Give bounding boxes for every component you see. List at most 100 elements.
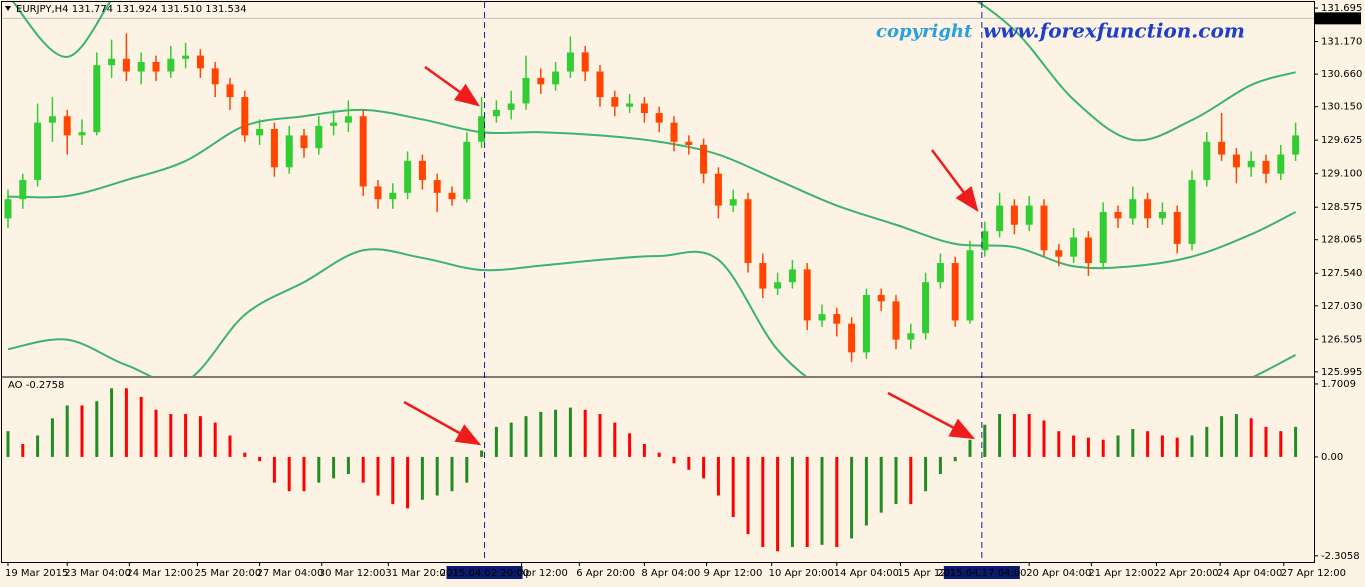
candle-body	[1173, 211, 1181, 244]
candle-body	[1203, 141, 1211, 181]
candle-body	[729, 199, 737, 206]
ao-bar	[1205, 426, 1209, 457]
ao-bar	[864, 456, 868, 526]
ao-bar	[1086, 437, 1090, 457]
ao-bar	[583, 409, 587, 457]
ao-bar	[509, 422, 513, 457]
ao-bar	[420, 456, 424, 500]
y-tick-label: 130.150	[1321, 102, 1362, 113]
ao-bar	[243, 452, 247, 457]
ao-bar	[494, 426, 498, 457]
ao-bar	[1175, 437, 1179, 457]
ao-bar	[228, 435, 232, 457]
ao-bar	[480, 450, 484, 457]
ao-bar	[1190, 435, 1194, 457]
x-tick-label: 8 Apr 04:00	[641, 568, 700, 579]
ao-bar	[968, 439, 972, 457]
x-tick-label: 10 Apr 20:00	[769, 568, 834, 579]
marker-tag	[943, 566, 1020, 579]
candle-body	[966, 250, 974, 321]
ao-bar	[435, 456, 439, 496]
ao-bar	[154, 409, 158, 457]
candle-body	[226, 84, 234, 98]
band-line	[7, 248, 1297, 376]
candle-body	[448, 192, 456, 200]
y-tick-label: 0.00	[1321, 452, 1343, 463]
marker-tag	[446, 566, 523, 579]
ao-bar	[835, 456, 839, 547]
candle-body	[552, 71, 560, 85]
x-tick-label: 27 Mar 04:00	[257, 568, 324, 579]
ao-bar	[1264, 426, 1268, 457]
candle-body	[1232, 154, 1240, 168]
ao-bar	[1131, 429, 1135, 457]
candle-body	[581, 52, 589, 72]
ao-bar	[1160, 435, 1164, 457]
candle-body	[418, 160, 426, 181]
ao-bar	[36, 435, 40, 457]
ao-bar	[465, 456, 469, 483]
candle-body	[1084, 237, 1092, 264]
x-tick-label: 23 Mar 04:00	[64, 568, 131, 579]
ao-bar	[139, 396, 143, 457]
candle-body	[1277, 154, 1285, 174]
ao-title: AO -0.2758	[8, 380, 64, 391]
x-tick-label: 27 Apr 12:00	[1281, 568, 1346, 579]
ao-bar	[110, 388, 114, 457]
candle-body	[63, 116, 71, 136]
ao-bar	[746, 456, 750, 535]
candle-body	[389, 192, 397, 200]
candle-body	[1129, 199, 1137, 219]
y-tick-label: 127.540	[1321, 268, 1362, 279]
ao-bar	[820, 456, 824, 545]
candle-body	[951, 263, 959, 321]
candle-body	[566, 52, 574, 72]
y-tick-label: 1.7009	[1321, 379, 1356, 390]
candle-body	[492, 109, 500, 117]
ao-bar	[1057, 431, 1061, 457]
ao-bar	[998, 414, 1002, 457]
ao-bar	[80, 405, 84, 457]
ao-bar	[850, 456, 854, 539]
candle-body	[152, 61, 160, 72]
candle-body	[122, 58, 130, 72]
candle-body	[241, 97, 249, 136]
candle-body	[196, 55, 204, 69]
candle-body	[78, 132, 86, 136]
candle-body	[848, 323, 856, 353]
candle-body	[507, 103, 515, 110]
ao-bar	[761, 456, 765, 547]
ao-bar	[894, 456, 898, 505]
candle-body	[818, 314, 826, 321]
ao-bar	[346, 456, 350, 475]
candle-body	[19, 180, 27, 200]
candle-body	[996, 205, 1004, 232]
candle-body	[892, 301, 900, 340]
copyright-label: copyright	[876, 21, 973, 42]
candle-body	[626, 103, 634, 107]
marker-label: 2015.04.17 04:00	[937, 568, 1026, 579]
candle-body	[1040, 205, 1048, 251]
candle-body	[655, 113, 663, 123]
candle-body	[744, 199, 752, 264]
ao-bar	[790, 456, 794, 547]
arrow	[887, 391, 976, 440]
candle-body	[433, 180, 441, 193]
ao-bar	[613, 422, 617, 457]
ao-bar	[169, 414, 173, 457]
candle-body	[4, 199, 12, 219]
ao-bar	[1294, 426, 1298, 457]
candle-body	[640, 103, 648, 114]
x-tick-label: 24 Mar 12:00	[126, 568, 193, 579]
ao-bar	[539, 411, 543, 457]
candle-body	[1070, 237, 1078, 257]
x-tick-label: 21 Apr 12:00	[1088, 568, 1153, 579]
ao-bar	[406, 456, 410, 509]
ao-bar	[361, 456, 365, 483]
candle-body	[936, 263, 944, 283]
candle-body	[1188, 180, 1196, 244]
ao-bar	[1146, 431, 1150, 457]
ao-bar	[302, 456, 306, 492]
